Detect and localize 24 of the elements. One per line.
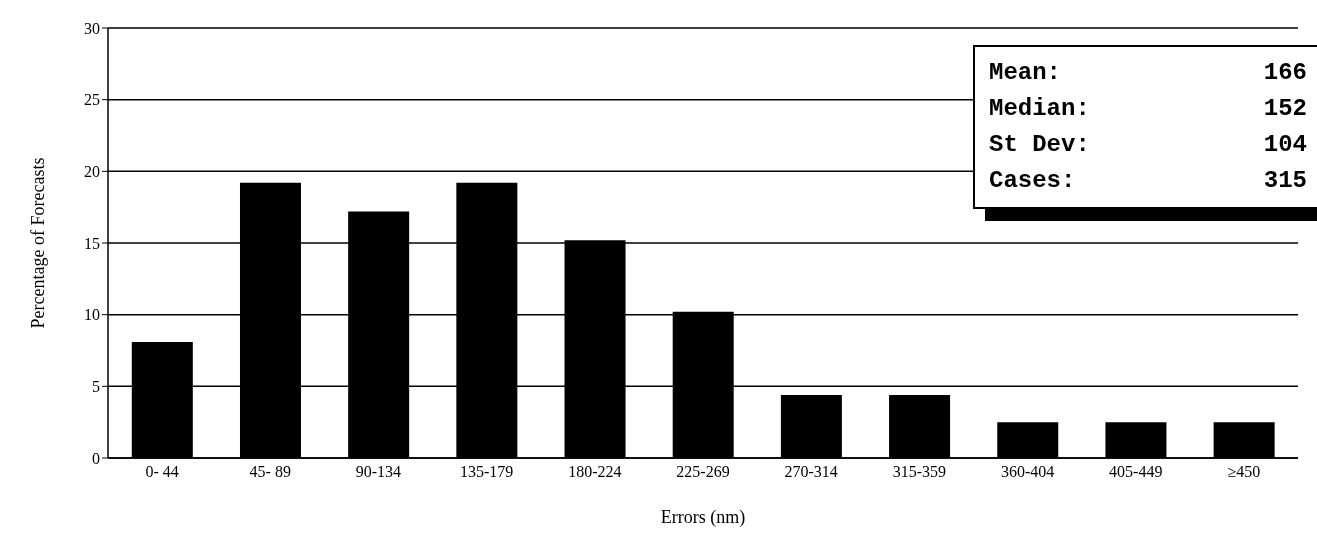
y-tick-label: 30 [84, 19, 100, 37]
x-tick-label: 405-449 [1109, 463, 1163, 481]
y-axis-title: Percentage of Forecasts [28, 157, 49, 329]
x-tick-label: 45- 89 [249, 463, 291, 481]
x-tick-label: 360-404 [1000, 463, 1055, 481]
x-tick-label: 270-314 [784, 463, 838, 481]
x-tick-label: ≥450 [1227, 463, 1261, 481]
x-tick-label: 0- 44 [145, 463, 179, 481]
x-tick-label: 180-224 [568, 463, 622, 481]
x-tick-label: 225-269 [676, 463, 730, 481]
y-tick-label: 10 [84, 306, 100, 324]
y-tick-label: 15 [84, 234, 100, 252]
y-tick-label: 20 [84, 163, 100, 181]
y-tick-label: 5 [92, 378, 100, 396]
x-tick-label: 135-179 [459, 463, 514, 481]
y-tick-label: 25 [84, 91, 100, 109]
y-tick-label: 0 [92, 449, 100, 467]
text: Median: 152 [989, 95, 1307, 122]
x-tick-label: 315-359 [892, 463, 947, 481]
x-tick-label: 90-134 [355, 463, 402, 481]
text: Cases: 315 [989, 167, 1307, 194]
text: St Dev: 104 [989, 131, 1307, 158]
text: Mean: 166 [989, 59, 1307, 86]
x-axis-title: Errors (nm) [660, 507, 746, 528]
